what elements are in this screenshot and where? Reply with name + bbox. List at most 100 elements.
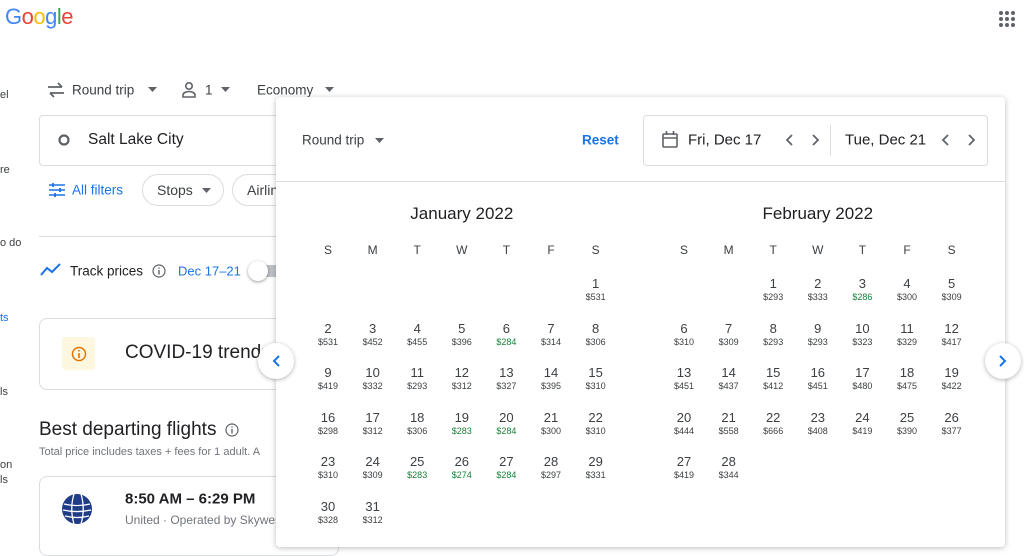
cabin-class[interactable]: Economy [257,82,314,98]
day-cell[interactable]: 13 $327 [486,365,526,392]
day-cell[interactable]: 22 $310 [576,410,616,437]
day-cell[interactable]: 5 $396 [442,321,482,348]
price-note: Total price includes taxes + fees for 1 … [39,446,261,458]
day-cell[interactable]: 22 $666 [753,410,793,437]
day-cell[interactable]: 24 $309 [353,454,393,481]
origin-icon [58,134,70,146]
day-cell[interactable]: 6 $284 [486,321,526,348]
reset-button[interactable]: Reset [582,132,619,148]
day-cell[interactable]: 4 $455 [397,321,437,348]
day-cell[interactable]: 27 $419 [664,454,704,481]
depart-date[interactable]: Fri, Dec 17 [688,131,762,149]
day-cell[interactable]: 10 $332 [353,365,393,392]
logo[interactable]: Google [5,4,74,30]
prev-day[interactable] [941,134,949,146]
day-cell[interactable]: 19 $283 [442,410,482,437]
nav-item[interactable]: re [0,164,10,176]
next-day[interactable] [968,134,976,146]
next-month[interactable] [985,343,1021,379]
day-cell[interactable]: 5 $309 [932,276,972,303]
weekday: T [502,243,511,257]
day-cell[interactable]: 26 $377 [932,410,972,437]
day-cell[interactable]: 11 $293 [397,365,437,392]
origin-text[interactable]: Salt Lake City [88,131,184,148]
nav-item[interactable]: on [0,459,13,471]
day-price: $344 [718,470,739,481]
day-cell[interactable]: 3 $452 [353,321,393,348]
info-icon[interactable] [152,264,166,278]
date-field[interactable] [643,115,988,166]
day-cell[interactable]: 24 $419 [842,410,882,437]
day-cell[interactable]: 12 $417 [932,321,972,348]
nav-item[interactable]: el [0,89,9,101]
return-date[interactable]: Tue, Dec 21 [845,131,927,149]
day-cell[interactable]: 9 $419 [308,365,348,392]
day-cell[interactable]: 12 $312 [442,365,482,392]
all-filters[interactable]: All filters [72,182,124,198]
day-cell[interactable]: 11 $329 [887,321,927,348]
day-cell[interactable]: 7 $309 [709,321,749,348]
day-cell[interactable]: 3 $286 [842,276,882,303]
day-cell[interactable]: 2 $531 [308,321,348,348]
day-cell[interactable]: 7 $314 [531,321,571,348]
nav-item[interactable]: ls [0,386,8,398]
day-cell[interactable]: 13 $451 [664,365,704,392]
day-cell[interactable]: 14 $395 [531,365,571,392]
day-cell[interactable]: 29 $331 [576,454,616,481]
day-cell[interactable]: 20 $284 [486,410,526,437]
day-cell[interactable]: 8 $306 [576,321,616,348]
day-cell[interactable]: 27 $284 [486,454,526,481]
stops-chip[interactable]: Stops [142,174,224,206]
day-cell[interactable]: 6 $310 [664,321,704,348]
day-cell[interactable]: 21 $558 [709,410,749,437]
track-dates: Dec 17–21 [178,263,241,279]
nav-item[interactable]: o do [0,237,22,249]
caret [375,138,384,143]
day-cell[interactable]: 17 $480 [842,365,882,392]
passengers[interactable]: 1 [205,82,213,98]
day-cell[interactable]: 28 $344 [709,454,749,481]
day-cell[interactable]: 14 $437 [709,365,749,392]
day-cell[interactable]: 17 $312 [353,410,393,437]
logo-letter: g [45,4,57,29]
day-cell[interactable]: 30 $328 [308,499,348,526]
caret [221,87,230,92]
day-cell[interactable]: 2 $333 [798,276,838,303]
day-cell[interactable]: 31 $312 [353,499,393,526]
picker-trip-type[interactable]: Round trip [302,132,365,148]
day-cell[interactable]: 16 $451 [798,365,838,392]
day-price: $306 [585,336,606,347]
day-cell[interactable]: 18 $306 [397,410,437,437]
prev-day[interactable] [785,134,793,146]
day-cell[interactable]: 1 $531 [576,276,616,303]
day-cell[interactable]: 25 $390 [887,410,927,437]
day-cell[interactable]: 10 $323 [842,321,882,348]
day-cell[interactable]: 16 $298 [308,410,348,437]
day-cell[interactable]: 25 $283 [397,454,437,481]
day-cell[interactable]: 19 $422 [932,365,972,392]
prev-month[interactable] [258,343,294,379]
day-cell[interactable]: 21 $300 [531,410,571,437]
covid-title: COVID-19 trends [125,342,271,363]
day-cell[interactable]: 18 $475 [887,365,927,392]
nav-item[interactable]: ls [0,474,8,486]
day-cell[interactable]: 15 $412 [753,365,793,392]
next-day[interactable] [812,134,820,146]
apps-icon[interactable] [999,11,1015,27]
day-cell[interactable]: 8 $293 [753,321,793,348]
day-cell[interactable]: 4 $300 [887,276,927,303]
day-price: $293 [807,336,828,347]
day-cell[interactable]: 15 $310 [576,365,616,392]
day-cell[interactable]: 20 $444 [664,410,704,437]
day-cell[interactable]: 1 $293 [753,276,793,303]
trip-type[interactable]: Round trip [72,82,135,98]
day-cell[interactable]: 26 $274 [442,454,482,481]
info-icon[interactable] [225,423,239,437]
day-cell[interactable]: 9 $293 [798,321,838,348]
day-number: 1 [769,276,777,291]
day-cell[interactable]: 23 $310 [308,454,348,481]
day-cell[interactable]: 28 $297 [531,454,571,481]
nav-item[interactable]: ts [0,312,9,324]
day-cell[interactable]: 23 $408 [798,410,838,437]
chevron-right [999,355,1007,367]
